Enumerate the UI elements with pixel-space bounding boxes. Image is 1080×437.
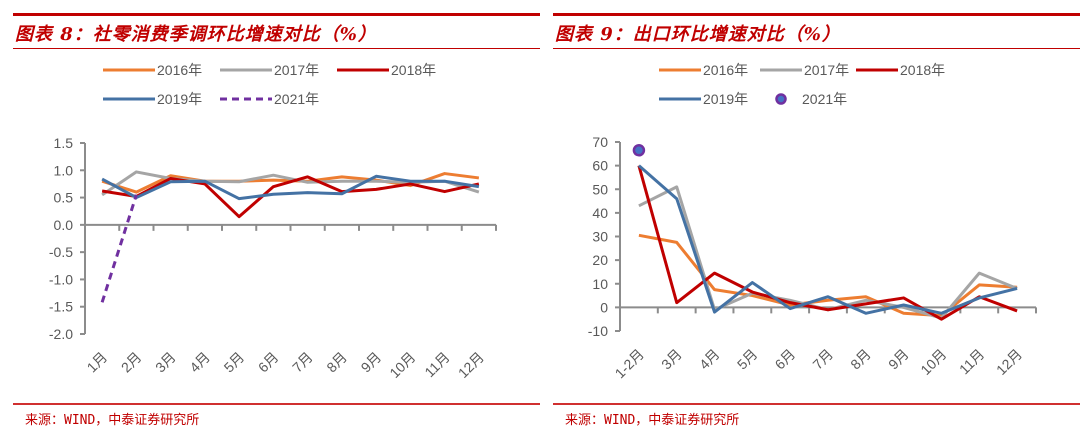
legend-label: 2017年 [804,62,849,78]
x-tick-label: 12月 [455,349,487,381]
legend-label: 2018年 [391,62,436,78]
x-tick-label: 4月 [696,346,723,373]
y-tick-label: 70 [592,134,608,150]
y-tick-label: 1.5 [54,135,74,151]
data-point-2021 [632,144,646,157]
y-tick-label: 30 [592,229,608,245]
x-tick-label: 11月 [956,346,987,377]
title-rule [13,48,540,49]
y-tick-label: 50 [592,181,608,197]
legend-label: 2017年 [274,62,319,78]
x-tick-label: 9月 [885,346,912,373]
x-tick-label: 10月 [386,349,418,381]
y-tick-label: 0.5 [54,190,74,206]
x-tick-label: 3月 [658,346,685,373]
x-tick-label: 7月 [289,349,316,376]
source-note: 来源：WIND，中泰证券研究所 [565,413,740,428]
top-rule [553,13,1080,16]
y-tick-label: 40 [592,205,608,221]
x-tick-label: 5月 [734,346,761,373]
y-tick-label: 20 [592,252,608,268]
y-tick-label: 0 [600,299,608,315]
legend-label: 2021年 [274,91,319,107]
series-line-2018 [101,175,480,219]
y-tick-label: 1.0 [54,162,74,178]
x-tick-label: 1-2月 [612,346,648,382]
x-tick-label: 4月 [186,349,213,376]
series-line-2019 [101,174,480,201]
y-tick-label: -2.0 [49,326,73,342]
legend-label: 2016年 [157,62,202,78]
x-tick-label: 8月 [323,349,350,376]
series-line-2021 [100,194,138,303]
source-note: 来源：WIND，中泰证券研究所 [25,413,200,428]
chart-title: 图表 8：社零消费季调环比增速对比（%） [15,24,377,45]
legend-label: 2018年 [900,62,945,78]
x-tick-label: 12月 [993,346,1025,378]
legend-label: 2019年 [157,91,202,107]
top-rule [13,13,540,16]
y-tick-label: 10 [592,276,608,292]
x-tick-label: 3月 [152,349,179,376]
y-tick-label: -1.0 [49,271,73,287]
legend-label: 2016年 [703,62,748,78]
x-tick-label: 5月 [221,349,248,376]
x-tick-label: 10月 [917,346,949,378]
legend-label: 2021年 [802,91,847,107]
series-line-2018 [637,165,1018,321]
legend-marker [775,93,787,105]
series-line-2019 [637,164,1018,315]
title-rule [553,48,1080,49]
x-tick-label: 6月 [772,346,799,373]
y-tick-label: -10 [588,323,608,339]
y-tick-label: 0.0 [54,217,74,233]
x-tick-label: 11月 [421,349,452,380]
retail-sales-chart: 1.5 1.0 0.5 0.0 -0.5 -1.0 -1.5 -2.0 1月 2月 3月 4月 5月 6月… [49,62,497,381]
bottom-rule [553,403,1080,405]
y-tick-label: -1.5 [49,299,73,315]
panel-retail-sales: 图表 8：社零消费季调环比增速对比（%） 1.5 1.0 0.5 0.0 -0.5 -1.… [13,0,540,437]
panel-exports: 图表 9：出口环比增速对比（%） 70 60 50 40 30 20 10 0 -10 1-2月 3… [553,0,1080,437]
x-tick-label: 2月 [118,349,145,376]
x-tick-label: 9月 [358,349,385,376]
legend-label: 2019年 [703,91,748,107]
x-tick-label: 8月 [847,346,874,373]
x-tick-label: 1月 [84,349,111,376]
x-tick-label: 6月 [255,349,282,376]
chart-title: 图表 9：出口环比增速对比（%） [555,24,841,45]
x-tick-label: 7月 [809,346,836,373]
bottom-rule [13,403,540,405]
y-tick-label: 60 [592,158,608,174]
y-tick-label: -0.5 [49,244,73,260]
